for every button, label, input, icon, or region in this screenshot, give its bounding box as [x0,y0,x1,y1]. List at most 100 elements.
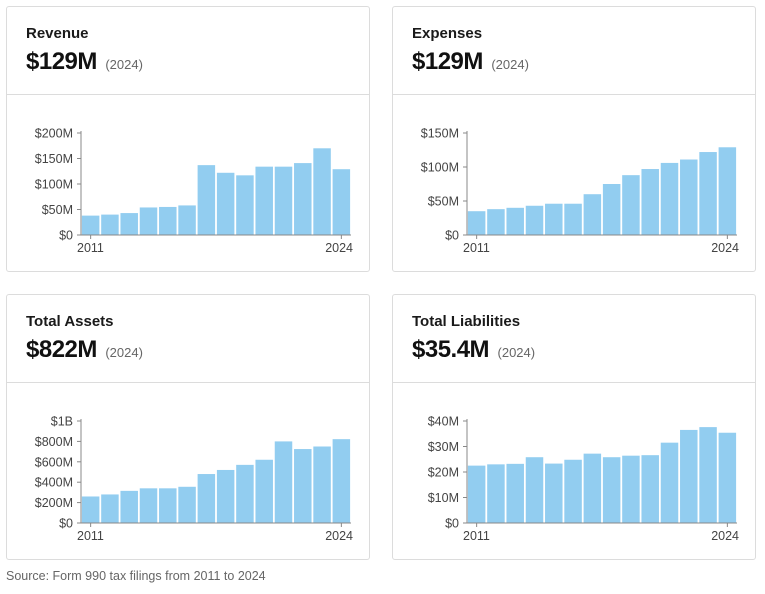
source-note: Source: Form 990 tax filings from 2011 t… [6,569,266,583]
expenses-bar-2014 [525,205,544,235]
expenses-bar-2016 [564,203,582,235]
expenses-bar-2021 [660,162,679,235]
expenses-value: $129M [412,48,483,75]
total-liabilities-y-tick-label: $40M [428,415,459,429]
total-liabilities-bar-2019 [622,455,640,523]
total-assets-bar-2024 [332,439,351,523]
total-assets-bar-2016 [178,486,196,523]
expenses-y-tick-label: $100M [421,161,459,175]
total-assets-y-tick-label: $800M [35,435,73,449]
total-liabilities-bar-2020 [641,455,659,523]
revenue-card-header: Revenue $129M (2024) [7,7,369,95]
total-assets-x-end-label: 2024 [325,529,353,543]
total-liabilities-card-header: Total Liabilities $35.4M (2024) [393,295,755,383]
revenue-bar-2012 [101,214,119,235]
expenses-y-tick-label: $50M [428,195,459,209]
expenses-card: Expenses $129M (2024) $0 $50M $100M $150M 20… [392,6,756,272]
revenue-y-tick-label: $100M [35,178,73,192]
total-assets-bar-chart: $0 $200M $400M $600M $800M $1B 2011 2024 [35,415,353,544]
total-assets-card: Total Assets $822M (2024) $0 $200M $400M $6… [6,294,370,560]
total-assets-bar-2018 [216,469,235,523]
total-liabilities-bar-2015 [545,463,563,523]
total-liabilities-bar-2014 [525,457,544,523]
total-liabilities-bar-2013 [506,463,524,523]
expenses-y-tick-label: $0 [445,229,459,243]
total-assets-bar-2021 [274,441,293,523]
total-liabilities-bar-2023 [699,427,717,523]
total-liabilities-card: Total Liabilities $35.4M (2024) $0 $10M $2… [392,294,756,560]
total-liabilities-bar-chart: $0 $10M $20M $30M $40M 2011 2024 [428,415,739,544]
total-liabilities-bar-2017 [583,453,602,523]
total-assets-bar-2012 [101,494,119,523]
total-liabilities-title: Total Liabilities [412,313,521,330]
revenue-y-tick-label: $0 [59,229,73,243]
revenue-value: $129M [26,48,97,75]
total-assets-title: Total Assets [26,313,114,330]
total-assets-bar-2019 [236,464,254,523]
revenue-bar-2022 [294,163,312,235]
revenue-bar-2016 [178,205,196,235]
expenses-bar-2011 [467,211,486,235]
expenses-bar-chart: $0 $50M $100M $150M 2011 2024 [421,127,739,256]
revenue-y-tick-label: $50M [42,203,73,217]
total-liabilities-year: (2024) [497,345,536,360]
total-assets-year: (2024) [105,345,143,360]
total-assets-bar-2022 [294,449,312,523]
total-liabilities-bar-2021 [660,442,679,523]
total-liabilities-bar-2018 [602,457,621,523]
revenue-year: (2024) [105,57,143,72]
total-assets-value-row: $822M (2024) [26,336,369,364]
revenue-bar-2015 [159,206,177,235]
revenue-bar-chart: $0 $50M $100M $150M $200M 2011 2024 [35,127,353,256]
total-assets-y-tick-label: $200M [35,496,73,510]
revenue-x-start-label: 2011 [77,241,104,255]
revenue-bar-2011 [81,215,100,235]
total-liabilities-y-tick-label: $0 [445,517,459,531]
total-liabilities-y-tick-label: $20M [428,466,459,480]
total-liabilities-bar-2011 [467,465,486,524]
expenses-bar-2013 [506,207,524,235]
total-assets-y-tick-label: $400M [35,476,73,490]
expenses-value-row: $129M (2024) [412,48,755,76]
total-assets-bar-2011 [81,496,100,523]
total-assets-value: $822M [26,336,97,363]
revenue-card: Revenue $129M (2024) $0 $50M $100M $150M $20… [6,6,370,272]
expenses-bar-2018 [602,184,621,235]
total-assets-bar-2014 [139,488,158,523]
total-assets-x-start-label: 2011 [77,529,104,543]
total-liabilities-x-start-label: 2011 [463,529,490,543]
revenue-bar-2020 [255,166,273,235]
expenses-bar-2022 [680,159,698,235]
expenses-bar-2020 [641,169,659,235]
total-liabilities-bar-2012 [487,464,505,523]
total-liabilities-y-tick-label: $10M [428,491,459,505]
revenue-bar-2014 [139,207,158,235]
total-assets-card-header: Total Assets $822M (2024) [7,295,369,383]
total-assets-bar-2015 [159,488,177,523]
expenses-bar-2015 [545,203,563,235]
total-liabilities-x-end-label: 2024 [711,529,739,543]
expenses-bar-2023 [699,152,717,235]
total-assets-bar-2017 [197,474,216,523]
total-assets-y-tick-label: $1B [51,415,73,429]
revenue-bar-2018 [216,172,235,235]
total-liabilities-y-tick-label: $30M [428,440,459,454]
expenses-title: Expenses [412,25,483,42]
revenue-y-tick-label: $150M [35,152,73,166]
expenses-bar-2012 [487,209,505,235]
total-liabilities-value-row: $35.4M (2024) [412,336,755,364]
expenses-bar-2017 [583,194,602,235]
total-assets-y-tick-label: $600M [35,455,73,469]
revenue-bar-2017 [197,165,216,235]
total-liabilities-bar-2016 [564,459,582,523]
revenue-bar-2024 [332,169,351,235]
revenue-x-end-label: 2024 [325,241,353,255]
revenue-bar-2021 [274,166,293,235]
revenue-bar-2013 [120,213,138,235]
expenses-y-tick-label: $150M [421,127,459,141]
revenue-bar-2019 [236,175,254,235]
expenses-x-start-label: 2011 [463,241,490,255]
revenue-bar-2023 [313,148,331,235]
revenue-y-tick-label: $200M [35,127,73,141]
expenses-bar-2019 [622,175,640,235]
